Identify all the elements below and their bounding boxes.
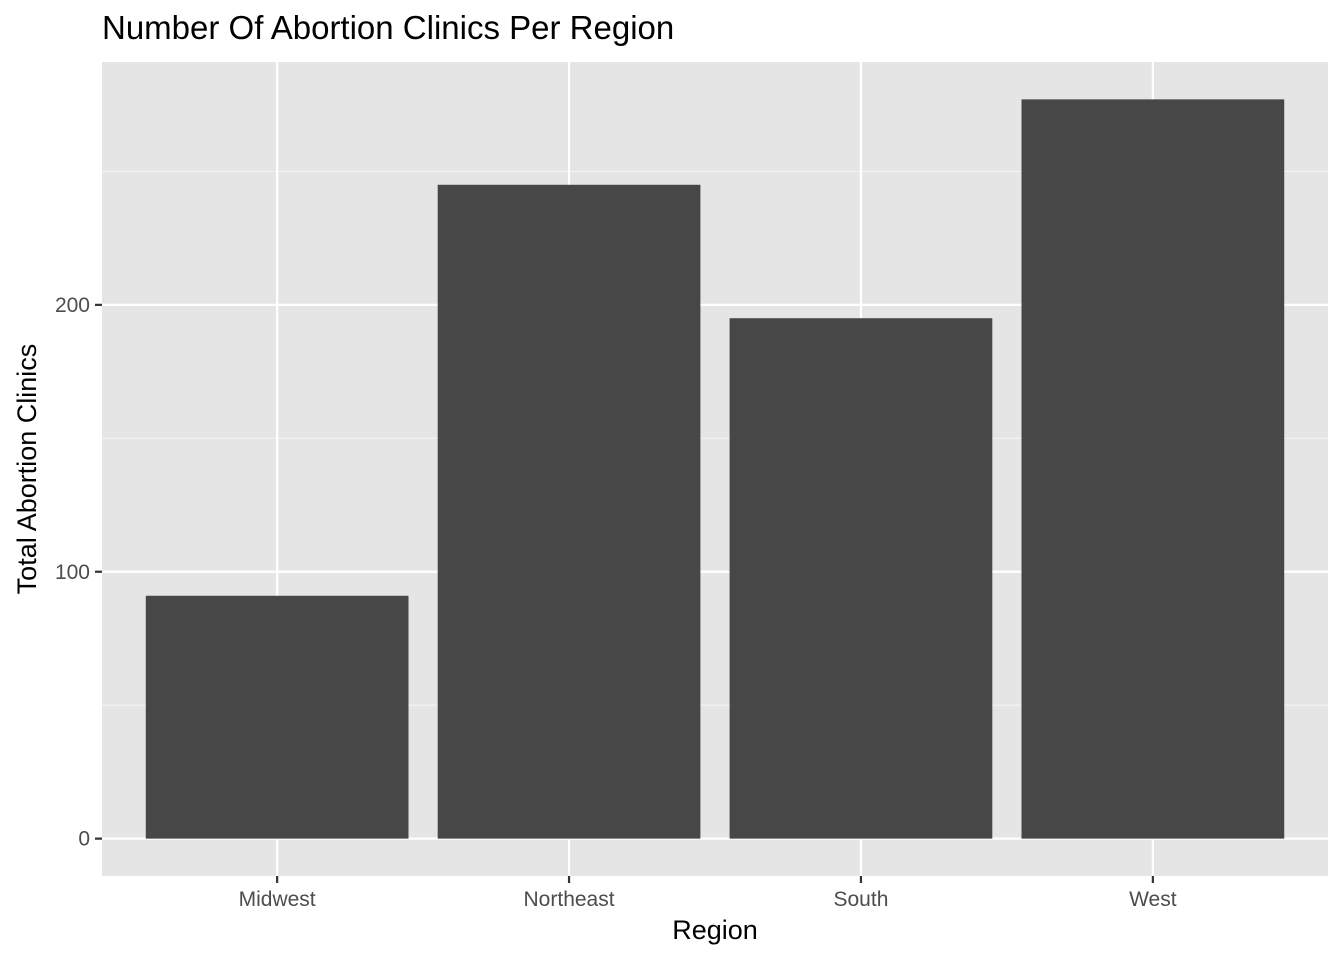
bar-northeast xyxy=(437,184,701,839)
y-axis-title: Total Abortion Clinics xyxy=(12,344,42,595)
x-tick-label-midwest: Midwest xyxy=(239,888,316,911)
x-tick-label-south: South xyxy=(834,888,889,911)
axes: 0 100 200 Midwest Northeast South West xyxy=(55,294,1177,911)
x-tick-label-west: West xyxy=(1129,888,1177,911)
x-tick-label-northeast: Northeast xyxy=(524,888,615,911)
x-axis-title: Region xyxy=(672,915,758,945)
chart-title: Number Of Abortion Clinics Per Region xyxy=(102,9,674,46)
bar-midwest xyxy=(145,595,409,839)
y-tick-label-200: 200 xyxy=(55,294,90,317)
bar-south xyxy=(729,318,993,839)
y-tick-label-100: 100 xyxy=(55,561,90,584)
y-tick-label-0: 0 xyxy=(78,828,90,851)
bar-west xyxy=(1021,99,1285,839)
bars xyxy=(145,99,1285,839)
